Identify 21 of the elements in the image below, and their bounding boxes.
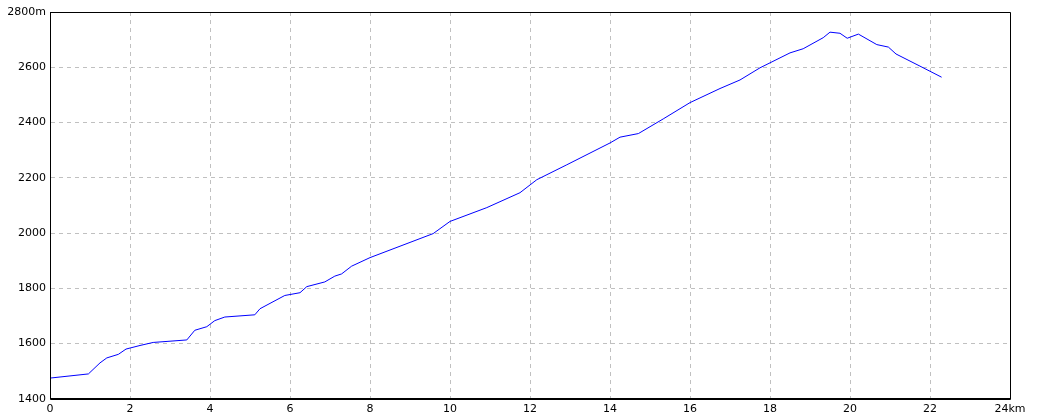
x-tick-label: 0 (46, 402, 54, 416)
y-tick-label: 2400 (18, 115, 46, 129)
x-tick-label: 24km (994, 402, 1026, 416)
x-tick-label: 2 (126, 402, 134, 416)
x-tick-label: 18 (763, 402, 777, 416)
x-tick-label: 20 (843, 402, 857, 416)
x-tick-label: 22 (923, 402, 937, 416)
x-tick-label: 12 (523, 402, 537, 416)
y-tick-label: 2600 (18, 60, 46, 74)
y-tick-label: 1400 (18, 391, 46, 405)
x-tick-label: 8 (366, 402, 374, 416)
x-tick-label: 6 (286, 402, 294, 416)
x-tick-label: 10 (443, 402, 457, 416)
y-tick-label: 2200 (18, 170, 46, 184)
y-tick-label: 2800m (7, 4, 46, 18)
y-tick-label: 2000 (18, 225, 46, 239)
y-tick-label: 1800 (18, 281, 46, 295)
x-tick-label: 16 (683, 402, 697, 416)
y-tick-label: 1600 (18, 336, 46, 350)
x-tick-label: 4 (206, 402, 214, 416)
x-tick-label: 14 (603, 402, 617, 416)
